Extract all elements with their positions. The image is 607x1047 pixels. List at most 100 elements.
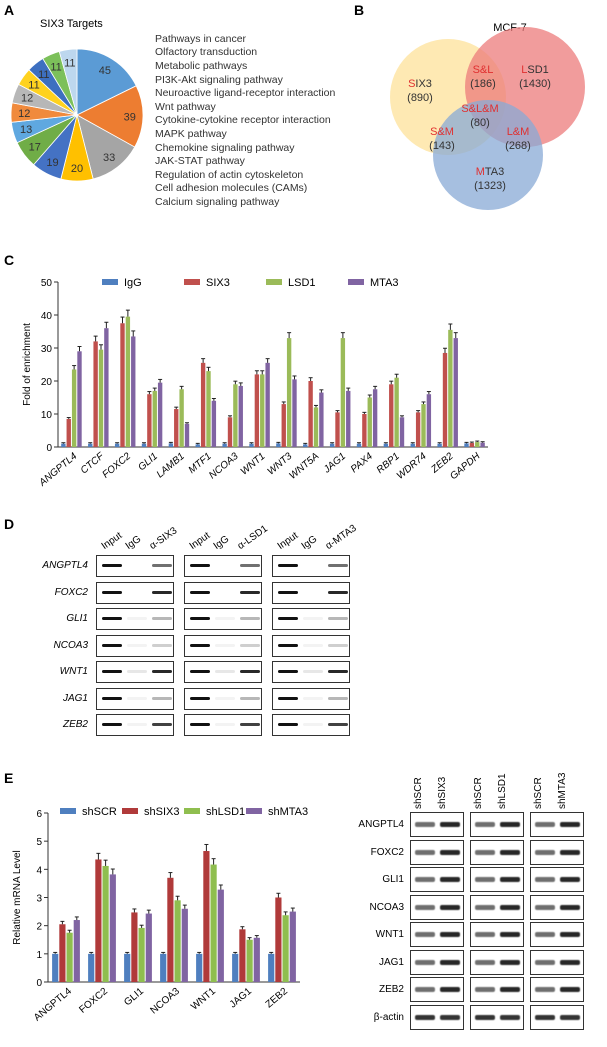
bar	[313, 407, 319, 447]
pie-slice-label: 11	[50, 62, 61, 74]
bar	[114, 443, 120, 447]
western-blot-box	[470, 867, 524, 892]
y-tick-label: 3	[36, 894, 42, 905]
blot-band	[102, 696, 122, 700]
y-tick-label: 30	[41, 344, 53, 355]
blot-band	[240, 696, 260, 700]
venn-overlap-count: (143)	[429, 140, 455, 152]
pie-legend-item: Neuroactive ligand-receptor interaction	[155, 86, 335, 100]
legend-swatch	[348, 279, 364, 285]
blot-band	[440, 959, 460, 965]
chip-blot-box	[184, 608, 262, 630]
y-tick-label: 10	[41, 410, 53, 421]
blot-band	[500, 822, 520, 827]
blot-band	[440, 1014, 460, 1020]
chip-blot-box	[272, 661, 350, 683]
western-blot-box	[470, 977, 524, 1002]
western-blot-box	[470, 812, 524, 837]
pie-slice-label: 11	[28, 79, 39, 91]
legend-label: Neuroactive ligand-receptor interaction	[155, 87, 336, 100]
western-blot-box	[410, 812, 464, 837]
pie-slice-label: 33	[103, 152, 115, 164]
chip-column-header: IgG	[211, 533, 232, 552]
blot-band	[500, 959, 520, 965]
blot-band	[560, 959, 580, 965]
western-column-header: shLSD1	[497, 773, 508, 809]
blot-band	[500, 932, 520, 937]
chip-blot-box	[96, 687, 174, 710]
bar	[442, 352, 448, 447]
bar	[174, 409, 179, 447]
chip-blot-box	[184, 581, 262, 604]
bar	[448, 329, 453, 447]
bar	[160, 953, 167, 982]
western-blot-box	[530, 894, 584, 920]
blot-band	[415, 849, 435, 855]
pie-slice-label: 12	[18, 108, 30, 120]
blot-band	[215, 723, 235, 726]
y-tick-label: 40	[41, 311, 53, 322]
chip-column-header: IgG	[299, 533, 320, 552]
bar	[254, 374, 260, 447]
pie-slice	[76, 48, 137, 116]
bar	[95, 859, 102, 982]
western-row-label: NCOA3	[369, 901, 404, 913]
y-tick-label: 20	[41, 377, 53, 388]
western-column-header: shSCR	[533, 777, 544, 809]
blot-band	[152, 643, 172, 647]
bar	[319, 392, 324, 447]
legend-swatch	[184, 279, 200, 285]
pie-slice-label: 45	[99, 65, 111, 77]
bar	[238, 385, 243, 447]
panel-label-e: E	[4, 770, 14, 786]
bar	[437, 443, 442, 447]
chip-column-header: Input	[187, 530, 213, 552]
pie-slice	[58, 48, 78, 116]
y-tick-label: 50	[41, 278, 53, 289]
legend-label: JAK-STAT pathway	[155, 155, 245, 168]
pie-legend-item: Wnt pathway	[155, 100, 335, 114]
legend-label: shLSD1	[206, 806, 245, 818]
blot-band	[475, 877, 495, 882]
pie-legend-item: Metabolic pathways	[155, 59, 335, 73]
blot-band	[240, 723, 260, 726]
bar	[206, 371, 211, 447]
bar	[232, 953, 239, 982]
venn-set-label: MTA3	[476, 166, 505, 178]
blot-band	[240, 617, 260, 620]
bar	[104, 328, 109, 447]
x-tick-label: PAX4	[349, 451, 375, 476]
panel-label-c: C	[4, 252, 15, 268]
legend-label: Pathways in cancer	[155, 32, 247, 45]
chip-gene-label: WNT1	[59, 666, 88, 677]
mrna-chart: 0 1 2 3 4 5 6 Relative mRNA Level ANGPTL4 FOXC2 GL…	[12, 806, 308, 1024]
bar	[362, 414, 367, 447]
blot-band	[152, 670, 172, 673]
blot-band	[328, 564, 348, 567]
bar	[195, 444, 200, 447]
pie-slice-label: 11	[64, 58, 75, 70]
western-blot-box	[470, 894, 524, 920]
bar	[475, 442, 480, 447]
bar	[469, 443, 475, 447]
bar	[289, 911, 296, 982]
western-row-label: GLI1	[382, 874, 404, 885]
legend-label: SIX3	[206, 277, 230, 289]
bar	[383, 443, 389, 447]
bar	[222, 443, 227, 447]
pie-legend-item: Pathways in cancer	[155, 32, 335, 46]
blot-band	[560, 904, 580, 910]
blot-band	[240, 643, 260, 647]
blot-band	[415, 904, 435, 910]
legend-swatch	[184, 808, 200, 814]
legend-label: Cell adhesion molecules (CAMs)	[155, 182, 308, 195]
x-tick-label: ZEB2	[264, 986, 291, 1011]
chip-blot-box	[272, 608, 350, 630]
blot-band	[535, 987, 555, 992]
bar	[453, 338, 458, 447]
bar	[480, 442, 485, 447]
bar	[346, 390, 351, 447]
blot-band	[152, 590, 172, 594]
bar	[196, 953, 203, 982]
